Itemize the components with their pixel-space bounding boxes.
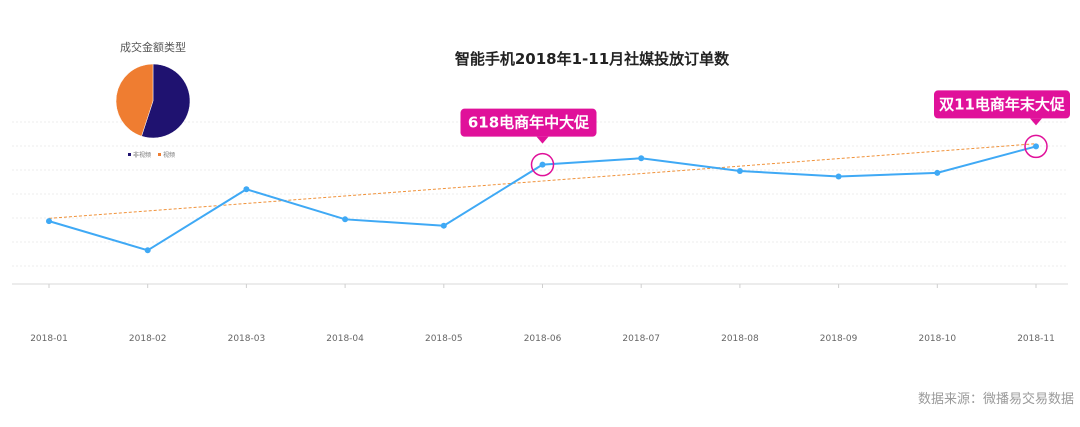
trend-line <box>48 143 1037 219</box>
data-point <box>1033 143 1039 150</box>
pie-chart <box>115 63 191 139</box>
x-tick-label: 2018-04 <box>326 334 364 344</box>
x-tick-label: 2018-08 <box>721 334 759 344</box>
x-tick-label: 2018-11 <box>1017 334 1055 344</box>
data-point <box>638 155 645 162</box>
data-point <box>46 218 52 225</box>
x-tick-label: 2018-01 <box>30 334 68 344</box>
x-tick-label: 2018-02 <box>129 334 167 344</box>
x-tick-label: 2018-05 <box>425 334 463 344</box>
data-point <box>736 168 743 175</box>
gridlines <box>12 121 1068 267</box>
legend-label: 视频 <box>163 151 175 159</box>
pie-slice <box>115 63 154 137</box>
x-tick-label: 2018-07 <box>622 334 660 344</box>
pie-title: 成交金额类型 <box>120 40 186 54</box>
annotation-pointer <box>536 136 549 144</box>
data-point <box>440 222 447 229</box>
data-point <box>342 216 349 223</box>
x-axis-ticks: 2018-01 2018-02 2018-03 2018-04 2018-05 2018-… <box>30 284 1055 344</box>
annotation-box <box>460 108 597 137</box>
x-tick-label: 2018-03 <box>228 334 266 344</box>
legend-swatch <box>128 153 131 156</box>
pie-slice <box>141 63 191 139</box>
data-point <box>144 247 151 254</box>
source-note: 数据来源：微播易交易数据 <box>918 391 1074 407</box>
data-point <box>539 161 546 168</box>
data-point <box>243 186 250 193</box>
legend-label: 非视频 <box>133 151 151 159</box>
annotations: 618电商年中大促 双11电商年末大促 <box>460 90 1070 177</box>
annotation-label: 618电商年中大促 <box>468 114 590 132</box>
legend-swatch <box>158 153 161 156</box>
x-tick-label: 2018-06 <box>524 334 562 344</box>
chart-title: 智能手机2018年1-11月社媒投放订单数 <box>455 50 730 68</box>
annotation-pointer <box>1030 118 1042 126</box>
annotation-label: 双11电商年末大促 <box>939 95 1066 113</box>
series-points <box>46 143 1039 254</box>
pie-legend: 非视频 视频 <box>128 151 175 159</box>
data-point <box>934 169 941 176</box>
x-tick-label: 2018-09 <box>820 334 858 344</box>
annotation-ring <box>530 152 555 177</box>
annotation-ring <box>1024 134 1048 159</box>
data-point <box>835 173 842 180</box>
x-tick-label: 2018-10 <box>918 334 956 344</box>
annotation-box <box>934 90 1070 119</box>
